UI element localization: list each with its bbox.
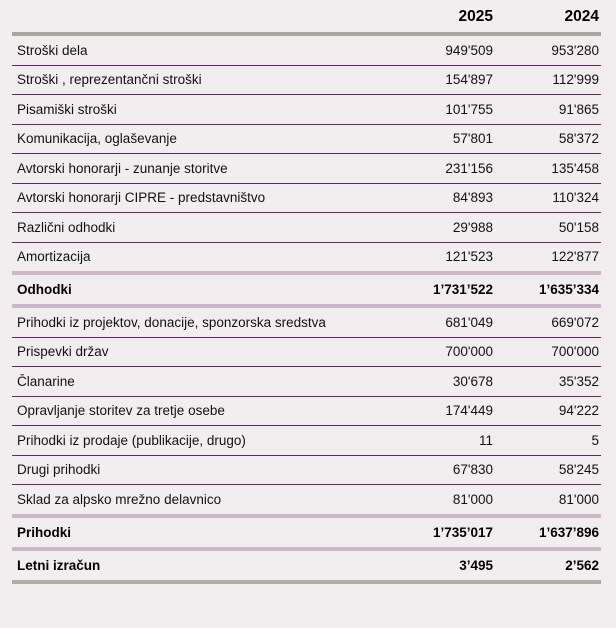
row-value-2024: 1’637’896	[538, 524, 599, 540]
row-value-2024: 94'222	[558, 403, 599, 419]
row-label: Prihodki	[17, 524, 72, 540]
row-value-2025: 154'897	[445, 72, 493, 88]
table-row-sklad-delavnico: Sklad za alpsko mrežno delavnico 81'000 …	[12, 485, 601, 518]
row-label: Avtorski honorarji - zunanje storitve	[17, 160, 228, 176]
row-value-2024: 953'280	[551, 42, 599, 58]
row-value-2025: 67'830	[452, 462, 493, 478]
row-label: Stroški dela	[17, 42, 88, 58]
row-label: Članarine	[17, 373, 75, 389]
table-row-opravljanje-storitev: Opravljanje storitev za tretje osebe 174…	[12, 397, 601, 426]
row-value-2024: 1’635’334	[538, 282, 599, 297]
table-row-reprezentancni-stroski: Stroški , reprezentančni stroški 154'897…	[12, 66, 601, 95]
row-label: Stroški , reprezentančni stroški	[17, 72, 202, 88]
row-label: Različni odhodki	[17, 219, 116, 235]
row-label: Sklad za alpsko mrežno delavnico	[17, 491, 222, 507]
row-value-2024: 122'877	[551, 249, 599, 265]
table-row-prispevki-drzav: Prispevki držav 700'000 700'000	[12, 338, 601, 367]
row-label: Amortizacija	[17, 249, 91, 265]
row-value-2025: 949'509	[445, 42, 493, 58]
row-value-2024: 58'372	[558, 131, 599, 147]
table-row-prihodki-prodaja: Prihodki iz prodaje (publikacije, drugo)…	[12, 426, 601, 456]
row-value-2025: 84'893	[452, 190, 493, 206]
row-value-2025: 681'049	[445, 314, 493, 330]
row-value-2024: 5	[591, 432, 599, 448]
table-row-drugi-prihodki: Drugi prihodki 67'830 58'245	[12, 456, 601, 485]
row-value-2024: 110'324	[552, 190, 599, 206]
table-row-total-prihodki: Prihodki 1’735’017 1’637’896	[12, 518, 601, 551]
row-label: Pisamiški stroški	[17, 101, 117, 117]
row-value-2025: 3’495	[459, 557, 493, 573]
row-value-2024: 700'000	[551, 344, 599, 360]
row-label: Opravljanje storitev za tretje osebe	[17, 403, 225, 419]
row-value-2025: 81'000	[452, 491, 493, 507]
table-row-prihodki-projekti: Prihodki iz projektov, donacije, sponzor…	[12, 308, 601, 338]
row-value-2024: 35'352	[558, 373, 599, 389]
row-value-2025: 700'000	[445, 344, 493, 360]
row-value-2025: 231'156	[445, 160, 493, 176]
row-label: Prihodki iz prodaje (publikacije, drugo)	[17, 432, 246, 448]
row-label: Prihodki iz projektov, donacije, sponzor…	[17, 314, 326, 330]
row-value-2024: 669'072	[551, 314, 599, 330]
table-header-row: 2025 2024	[12, 2, 601, 36]
row-value-2025: 101'755	[445, 101, 493, 117]
row-value-2025: 57'801	[452, 131, 493, 147]
row-value-2024: 112'999	[552, 72, 599, 88]
table-row-total-odhodki: Odhodki 1’731’522 1’635’334	[12, 275, 601, 308]
row-value-2024: 81'000	[558, 491, 599, 507]
row-value-2025: 121'523	[445, 249, 493, 265]
row-label: Letni izračun	[17, 557, 101, 573]
row-label: Avtorski honorarji CIPRE - predstavništv…	[17, 190, 266, 206]
table-row-avtorski-honorarji-cipre: Avtorski honorarji CIPRE - predstavništv…	[12, 184, 601, 213]
row-value-2024: 50'158	[558, 219, 599, 235]
row-value-2025: 174'449	[445, 403, 493, 419]
row-value-2025: 29'988	[452, 219, 493, 235]
row-label: Odhodki	[17, 282, 72, 297]
row-value-2025: 1’735’017	[432, 524, 493, 540]
table-row-avtorski-honorarji-zunanje: Avtorski honorarji - zunanje storitve 23…	[12, 154, 601, 184]
row-label: Drugi prihodki	[17, 462, 101, 478]
financial-table: 2025 2024 Stroški dela 949'509 953'280 S…	[12, 0, 601, 584]
row-label: Komunikacija, oglaševanje	[17, 131, 177, 147]
table-row-amortizacija: Amortizacija 121'523 122'877	[12, 243, 601, 275]
row-value-2025: 30'678	[452, 373, 493, 389]
row-value-2024: 2’562	[565, 557, 599, 573]
table-row-pisarniski-stroski: Pisamiški stroški 101'755 91'865	[12, 95, 601, 125]
table-row-clanarine: Članarine 30'678 35'352	[12, 367, 601, 397]
year-2024-header: 2024	[564, 8, 599, 25]
table-row-komunikacija: Komunikacija, oglaševanje 57'801 58'372	[12, 125, 601, 154]
row-value-2024: 135'458	[551, 160, 599, 176]
row-value-2025: 1’731’522	[432, 282, 493, 297]
table-row-letni-izracun: Letni izračun 3’495 2’562	[12, 551, 601, 584]
row-value-2024: 91'865	[558, 101, 599, 117]
row-value-2024: 58'245	[558, 462, 599, 478]
table-row-razlicni-odhodki: Različni odhodki 29'988 50'158	[12, 213, 601, 243]
table-row-stroski-dela: Stroški dela 949'509 953'280	[12, 36, 601, 66]
year-2025-header: 2025	[458, 8, 493, 25]
row-value-2025: 11	[478, 432, 493, 448]
row-label: Prispevki držav	[17, 344, 109, 360]
